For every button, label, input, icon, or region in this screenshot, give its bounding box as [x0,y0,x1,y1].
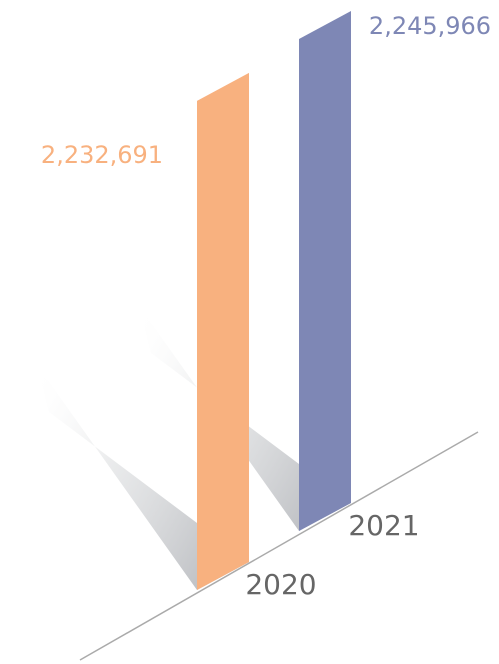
bar-shadow [37,365,249,590]
bar [299,11,351,531]
baseline [79,431,479,661]
bar-shadow [139,306,351,531]
value-label: 2,245,966 [369,12,491,40]
bar [197,72,249,590]
category-label: 2020 [245,568,316,601]
category-label: 2021 [348,509,419,542]
value-label: 2,232,691 [41,141,163,169]
